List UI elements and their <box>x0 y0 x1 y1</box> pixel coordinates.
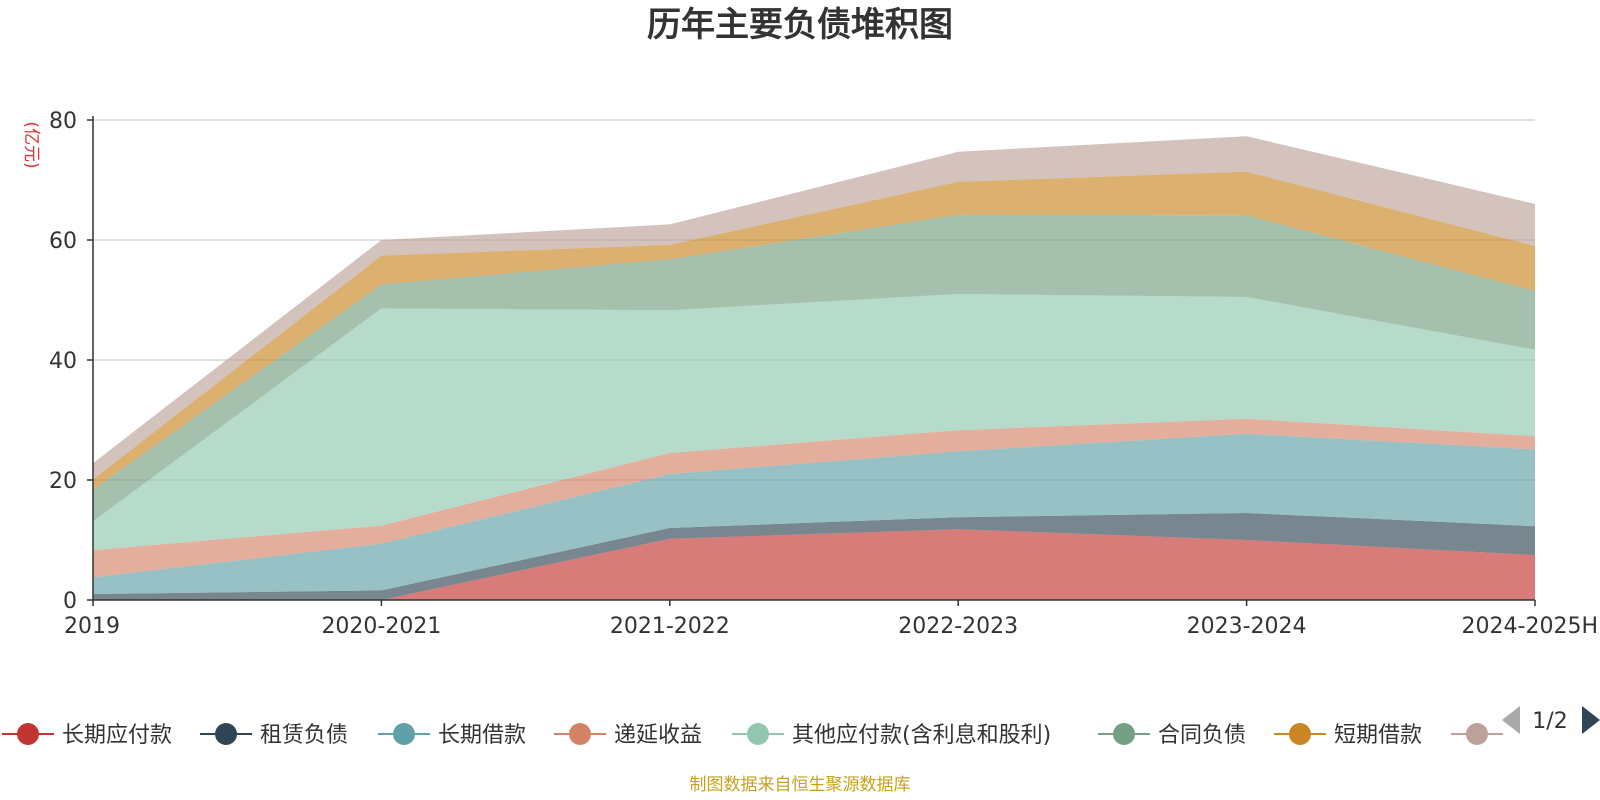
y-axis-unit-label: (亿元) <box>21 121 41 168</box>
legend-circle-icon-5 <box>1113 723 1135 745</box>
legend-label-6: 短期借款 <box>1334 723 1422 748</box>
legend-item-6[interactable]: 短期借款 <box>1274 723 1422 748</box>
data-source-note: 制图数据来自恒生聚源数据库 <box>690 775 911 795</box>
x-tick-label-2: 2021-2022 <box>610 614 730 639</box>
area-series-4 <box>93 294 1535 551</box>
legend-circle-icon-1 <box>215 723 237 745</box>
area-series <box>93 136 1535 600</box>
legend-circle-icon-6 <box>1289 723 1311 745</box>
chart-title: 历年主要负债堆积图 <box>647 5 953 45</box>
area-series-1 <box>93 513 1535 600</box>
x-tick-label-4: 2023-2024 <box>1187 614 1307 639</box>
x-tick-label-0: 2019 <box>64 614 120 639</box>
x-tick-label-1: 2020-2021 <box>321 614 441 639</box>
legend-label-2: 长期借款 <box>438 723 526 748</box>
legend-item-4[interactable]: 其他应付款(含利息和股利) <box>732 723 1051 748</box>
legend-pager: 1/2 <box>1502 706 1600 734</box>
legend-item-1[interactable]: 租赁负债 <box>200 723 348 748</box>
legend-page-indicator: 1/2 <box>1532 709 1567 734</box>
y-tick-label-2: 40 <box>49 349 77 374</box>
legend-circle-icon-0 <box>17 723 39 745</box>
y-tick-label-3: 60 <box>49 229 77 254</box>
legend-item-5[interactable]: 合同负债 <box>1098 723 1246 748</box>
legend-item-2[interactable]: 长期借款 <box>378 723 526 748</box>
legend-circle-icon-2 <box>393 723 415 745</box>
area-series-3 <box>93 418 1535 578</box>
legend-prev-page-icon[interactable] <box>1502 706 1520 734</box>
legend: 长期应付款 租赁负债 长期借款 递延收益 其他应付款(含利息和股利) 合同负债 短期借款 <box>2 723 1503 748</box>
legend-label-1: 租赁负债 <box>260 723 348 748</box>
legend-label-3: 递延收益 <box>614 723 702 748</box>
legend-label-4: 其他应付款(含利息和股利) <box>792 723 1051 748</box>
x-tick-label-5: 2024-2025H <box>1462 614 1598 639</box>
legend-circle-icon-4 <box>747 723 769 745</box>
legend-item-3[interactable]: 递延收益 <box>554 723 702 748</box>
legend-circle-icon-7 <box>1466 723 1488 745</box>
y-tick-label-1: 20 <box>49 469 77 494</box>
legend-label-5: 合同负债 <box>1158 723 1246 748</box>
area-series-5 <box>93 214 1535 522</box>
legend-label-0: 长期应付款 <box>62 723 172 748</box>
area-series-0 <box>93 529 1535 600</box>
area-series-6 <box>93 171 1535 490</box>
legend-item-7[interactable] <box>1451 723 1503 745</box>
y-tick-label-0: 0 <box>63 589 77 614</box>
area-series-7 <box>93 136 1535 480</box>
legend-circle-icon-3 <box>569 723 591 745</box>
legend-next-page-icon[interactable] <box>1582 706 1600 734</box>
area-series-2 <box>93 433 1535 594</box>
y-tick-label-4: 80 <box>49 109 77 134</box>
axes: 0 20 40 60 80 2019 2020-2021 2021-2022 2022-2023… <box>49 109 1598 639</box>
legend-item-0[interactable]: 长期应付款 <box>2 723 172 748</box>
x-tick-label-3: 2022-2023 <box>898 614 1018 639</box>
